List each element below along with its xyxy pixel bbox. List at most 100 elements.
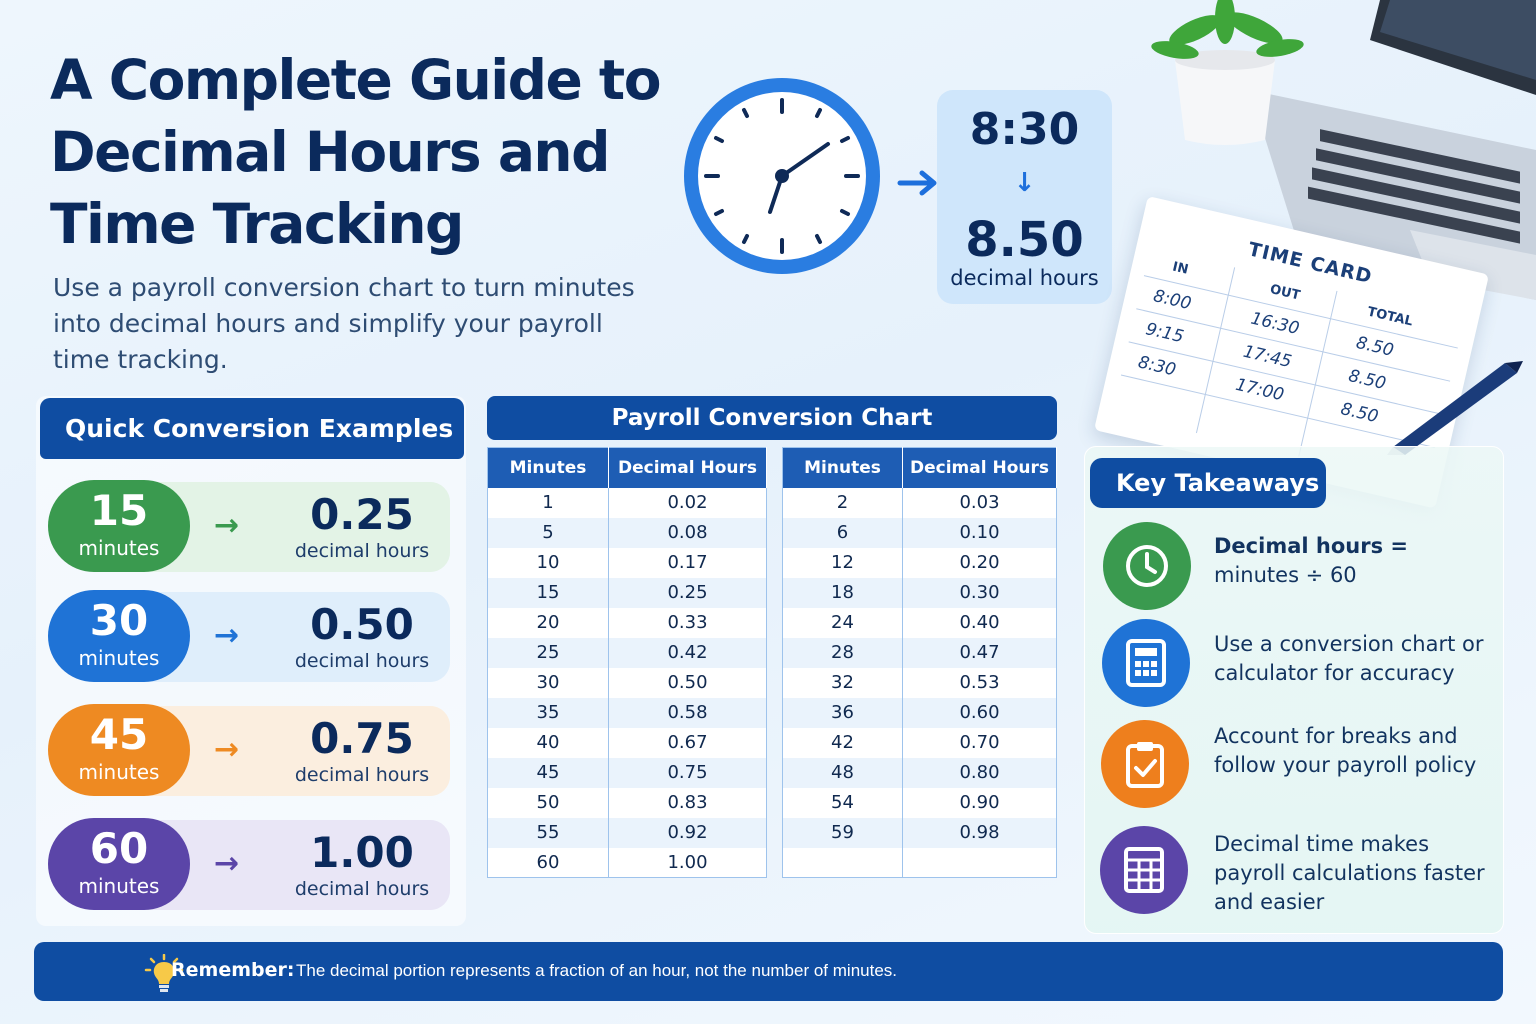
minutes-cell: 32 <box>782 667 903 698</box>
table-row: 30 0.50 <box>487 667 767 698</box>
table-row: 28 0.47 <box>782 637 1057 668</box>
decimal-hours-cell: 0.47 <box>902 637 1057 668</box>
table-row <box>782 847 1057 878</box>
table-row: 50 0.83 <box>487 787 767 818</box>
minutes-value: 30 <box>89 596 149 645</box>
minutes-cell: 42 <box>782 727 903 758</box>
decimal-result: 0.75 decimal hours <box>274 706 450 796</box>
table-row: 45 0.75 <box>487 757 767 788</box>
decimal-hours-cell: 0.42 <box>608 637 767 668</box>
table-row: 2 0.03 <box>782 487 1057 518</box>
table-row: 15 0.25 <box>487 577 767 608</box>
takeaway-text: Account for breaks and follow your payro… <box>1214 724 1477 777</box>
column-header-minutes: Minutes <box>487 447 609 488</box>
minutes-pill: 60 minutes <box>48 818 190 910</box>
time-card-header-total: TOTAL <box>1365 304 1415 330</box>
decimal-hours-cell: 0.58 <box>608 697 767 728</box>
minutes-pill: 15 minutes <box>48 480 190 572</box>
arrow-right-icon <box>897 170 937 196</box>
decimal-label: decimal hours <box>294 650 430 672</box>
minutes-cell: 45 <box>487 757 609 788</box>
table-row: 42 0.70 <box>782 727 1057 758</box>
table-row: 1 0.02 <box>487 487 767 518</box>
decimal-hours-cell: 0.33 <box>608 607 767 638</box>
table-row: 10 0.17 <box>487 547 767 578</box>
minutes-cell: 35 <box>487 697 609 728</box>
minutes-cell: 12 <box>782 547 903 578</box>
minutes-cell: 50 <box>487 787 609 818</box>
minutes-cell: 2 <box>782 487 903 518</box>
minutes-cell <box>782 847 903 878</box>
time-card-total: 8.50 <box>1338 399 1381 428</box>
pen-image <box>1387 361 1523 455</box>
minutes-cell: 18 <box>782 577 903 608</box>
quick-conversion-title: Quick Conversion Examples <box>40 398 464 459</box>
minutes-cell: 20 <box>487 607 609 638</box>
lightbulb-icon <box>144 954 184 992</box>
decimal-hours-cell: 0.50 <box>608 667 767 698</box>
decimal-hours-cell: 0.17 <box>608 547 767 578</box>
payroll-chart-title: Payroll Conversion Chart <box>487 396 1057 440</box>
table-row: 35 0.58 <box>487 697 767 728</box>
decimal-hours-cell: 0.40 <box>902 607 1057 638</box>
minutes-label: minutes <box>78 760 160 784</box>
time-card-header-out: OUT <box>1268 282 1302 304</box>
plant-image <box>1151 0 1304 145</box>
arrow-right-icon: → <box>214 846 240 881</box>
conversion-example-row: 30 minutes → 0.50 decimal hours <box>48 588 450 684</box>
minutes-value: 45 <box>89 710 149 759</box>
decimal-result: 0.25 decimal hours <box>274 482 450 572</box>
decimal-value: 0.50 <box>310 600 414 649</box>
time-card-title: TIME CARD <box>1246 238 1375 289</box>
decimal-value: 1.00 <box>310 828 414 877</box>
key-takeaways-title: Key Takeaways <box>1090 458 1326 508</box>
time-conversion-box: 8:30 ↓ 8.50 decimal hours <box>937 90 1112 304</box>
time-card-out: 16:30 <box>1248 308 1302 340</box>
table-row: 32 0.53 <box>782 667 1057 698</box>
minutes-label: minutes <box>78 646 160 670</box>
time-card-header-in: IN <box>1171 259 1190 278</box>
table-row: 59 0.98 <box>782 817 1057 848</box>
minutes-cell: 6 <box>782 517 903 548</box>
table-row: 55 0.92 <box>487 817 767 848</box>
takeaway-text: Decimal time makes payroll calculations … <box>1214 832 1485 914</box>
decimal-value: 0.25 <box>310 490 414 539</box>
minutes-cell: 40 <box>487 727 609 758</box>
arrow-right-icon: → <box>214 732 240 767</box>
conversion-example-row: 15 minutes → 0.25 decimal hours <box>48 478 450 574</box>
arrow-down-icon: ↓ <box>1013 168 1036 198</box>
decimal-hours-cell: 0.08 <box>608 517 767 548</box>
decimal-hours-cell: 0.90 <box>902 787 1057 818</box>
takeaway-bold: Decimal hours = <box>1214 534 1408 558</box>
table-row: 20 0.33 <box>487 607 767 638</box>
decimal-result: 0.50 decimal hours <box>274 592 450 682</box>
minutes-cell: 1 <box>487 487 609 518</box>
time-card-in: 8:30 <box>1136 352 1178 381</box>
remember-text: The decimal portion represents a fractio… <box>296 961 898 980</box>
conversion-example-row: 45 minutes → 0.75 decimal hours <box>48 702 450 798</box>
decimal-hours-cell: 0.10 <box>902 517 1057 548</box>
decimal-result: 1.00 decimal hours <box>274 820 450 910</box>
minutes-pill: 30 minutes <box>48 590 190 682</box>
decimal-hours-cell <box>902 847 1057 878</box>
table-row: 36 0.60 <box>782 697 1057 728</box>
table-row: 40 0.67 <box>487 727 767 758</box>
page-subtitle: Use a payroll conversion chart to turn m… <box>53 273 635 374</box>
decimal-hours-cell: 0.83 <box>608 787 767 818</box>
conversion-example-row: 60 minutes → 1.00 decimal hours <box>48 816 450 912</box>
minutes-cell: 30 <box>487 667 609 698</box>
decimal-hours-cell: 0.25 <box>608 577 767 608</box>
decimal-hours-cell: 0.70 <box>902 727 1057 758</box>
minutes-cell: 54 <box>782 787 903 818</box>
table-row: 54 0.90 <box>782 787 1057 818</box>
minutes-cell: 15 <box>487 577 609 608</box>
decimal-caption: decimal hours <box>950 266 1099 290</box>
decimal-hours-cell: 0.67 <box>608 727 767 758</box>
spreadsheet-icon <box>1100 826 1188 914</box>
page-title: A Complete Guide to Decimal Hours and Ti… <box>50 48 662 256</box>
time-card-out: 17:45 <box>1241 341 1294 373</box>
column-header-decimal-hours: Decimal Hours <box>902 447 1057 488</box>
decimal-hours-cell: 0.03 <box>902 487 1057 518</box>
column-header-minutes: Minutes <box>782 447 903 488</box>
minutes-cell: 59 <box>782 817 903 848</box>
